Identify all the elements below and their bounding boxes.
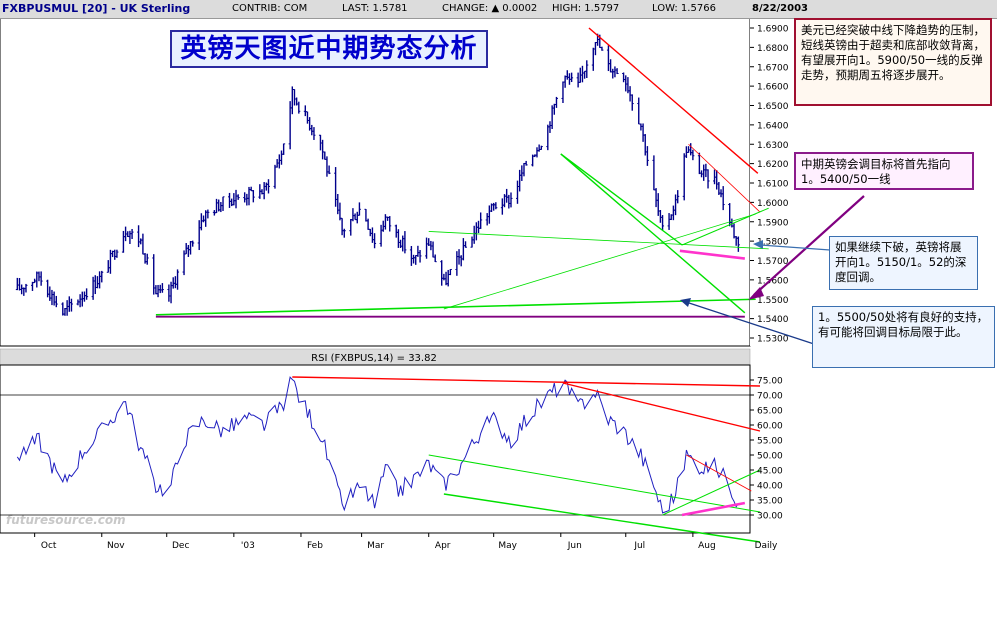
rsi-grid bbox=[0, 379, 754, 516]
rsi-tick-label: 45.00 bbox=[757, 467, 783, 477]
last-price: LAST: 1.5781 bbox=[342, 3, 408, 14]
price-tick-label: 1.5500 bbox=[757, 296, 789, 306]
price-tick-label: 1.6100 bbox=[757, 180, 789, 190]
price-trendline bbox=[688, 143, 761, 213]
x-tick-label: Jun bbox=[567, 541, 582, 551]
price-tick-label: 1.5700 bbox=[757, 257, 789, 267]
rsi-trendline bbox=[562, 382, 761, 432]
price-tick-label: 1.5900 bbox=[757, 218, 789, 228]
price-tick-label: 1.6300 bbox=[757, 141, 789, 151]
rsi-trendline bbox=[681, 501, 746, 517]
price-tick-label: 1.5300 bbox=[757, 335, 789, 345]
rsi-tick-label: 30.00 bbox=[757, 512, 783, 522]
quote-date: 8/22/2003 bbox=[752, 3, 809, 14]
x-tick-label: '03 bbox=[241, 541, 255, 551]
price-trendline bbox=[443, 213, 756, 310]
annotation-deep-pullback: 如果继续下破，英镑将展开向1。5150/1。52的深度回调。 bbox=[829, 236, 978, 290]
price-trendline bbox=[560, 153, 683, 246]
watermark: futuresource.com bbox=[6, 513, 126, 527]
x-axis-labels: Oct Nov Dec '03 Feb Mar Apr May Jun Jul Aug Daily bbox=[34, 533, 778, 551]
high-price: HIGH: 1.5797 bbox=[552, 3, 620, 14]
rsi-series bbox=[16, 376, 739, 514]
x-tick-label: Daily bbox=[755, 541, 778, 551]
quote-header: FXBPUSMUL [20] - UK Sterling CONTRIB: CO… bbox=[0, 0, 997, 19]
price-trendline bbox=[560, 153, 746, 314]
price-tick-label: 1.5800 bbox=[757, 238, 789, 248]
rsi-tick-label: 55.00 bbox=[757, 437, 783, 447]
rsi-trendlines bbox=[292, 376, 761, 543]
price-tick-label: 1.6600 bbox=[757, 83, 789, 93]
price-tick-label: 1.6200 bbox=[757, 160, 789, 170]
price-tick-label: 1.6800 bbox=[757, 44, 789, 54]
x-tick-label: Mar bbox=[367, 541, 384, 551]
price-trendline bbox=[588, 27, 759, 174]
price-trendline bbox=[679, 249, 745, 260]
x-tick-label: Oct bbox=[41, 541, 57, 551]
x-tick-label: Dec bbox=[172, 541, 189, 551]
price-tick-label: 1.5600 bbox=[757, 276, 789, 286]
price-trendlines bbox=[155, 27, 769, 318]
rsi-tick-label: 35.00 bbox=[757, 497, 783, 507]
x-tick-label: Jul bbox=[633, 541, 645, 551]
annotation-rebound: 美元已经突破中线下降趋势的压制，短线英镑由于超卖和底部收敛背离，有望展开向1。5… bbox=[794, 18, 992, 106]
price-change: CHANGE: ▲ 0.0002 bbox=[442, 3, 538, 14]
rsi-trendline bbox=[686, 454, 752, 492]
annotation-support: 1。5500/50处将有良好的支持，有可能将回调目标局限于此。 bbox=[812, 306, 995, 368]
price-panel bbox=[0, 17, 751, 347]
rsi-line bbox=[16, 376, 739, 514]
callout-arrows bbox=[680, 195, 865, 345]
rsi-tick-label: 50.00 bbox=[757, 452, 783, 462]
price-tick-label: 1.6700 bbox=[757, 63, 789, 73]
rsi-tick-label: 65.00 bbox=[757, 407, 783, 417]
price-tick-label: 1.6400 bbox=[757, 121, 789, 131]
analysis-title: 英镑天图近中期势态分析 bbox=[170, 30, 488, 68]
symbol-title: FXBPUSMUL [20] - UK Sterling bbox=[2, 2, 191, 15]
rsi-tick-label: 75.00 bbox=[757, 377, 783, 387]
x-tick-label: Aug bbox=[698, 541, 716, 551]
price-series bbox=[15, 33, 740, 316]
annotation-target: 中期英镑会调目标将首先指向1。5400/50一线 bbox=[794, 152, 974, 190]
x-tick-label: Apr bbox=[435, 541, 451, 551]
price-tick-label: 1.6900 bbox=[757, 25, 789, 35]
price-tick-labels: 1.6900 1.6800 1.6700 1.6600 1.6500 1.6400 1.63… bbox=[757, 25, 789, 345]
rsi-tick-label: 40.00 bbox=[757, 482, 783, 492]
price-tick-label: 1.6000 bbox=[757, 199, 789, 209]
low-price: LOW: 1.5766 bbox=[652, 3, 716, 14]
rsi-label: RSI (FXBPUS,14) = 33.82 bbox=[311, 353, 437, 364]
rsi-tick-label: 60.00 bbox=[757, 422, 783, 432]
rsi-tick-label: 70.00 bbox=[757, 392, 783, 402]
rsi-trendline bbox=[662, 469, 761, 516]
x-tick-label: Nov bbox=[107, 541, 125, 551]
rsi-tick-labels: 75.00 70.00 65.00 60.00 55.00 50.00 45.00 40.00… bbox=[757, 377, 783, 522]
x-tick-label: May bbox=[498, 541, 517, 551]
rsi-trendline bbox=[428, 454, 761, 513]
price-trendline bbox=[428, 231, 769, 250]
price-tick-label: 1.6500 bbox=[757, 102, 789, 112]
rsi-trendline bbox=[443, 493, 761, 543]
rsi-trendline bbox=[292, 376, 761, 387]
x-tick-label: Feb bbox=[307, 541, 323, 551]
price-tick-label: 1.5400 bbox=[757, 315, 789, 325]
contributor: CONTRIB: COM bbox=[232, 3, 308, 14]
price-trendline bbox=[155, 298, 756, 316]
